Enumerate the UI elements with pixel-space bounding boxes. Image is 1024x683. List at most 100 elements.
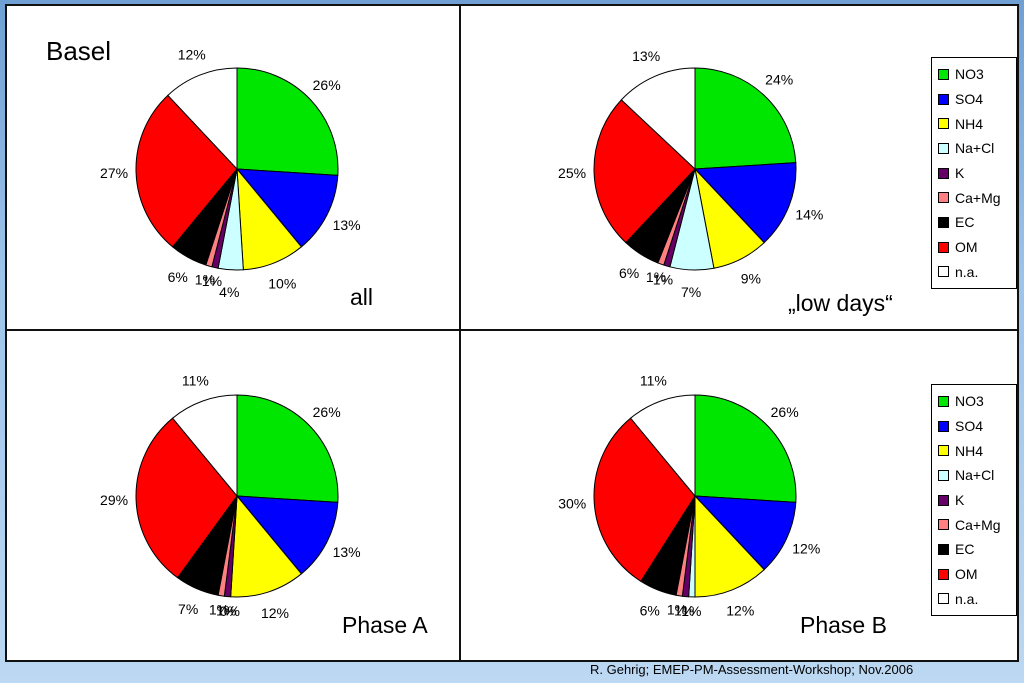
pie-label-na-cl: 4% <box>219 284 239 300</box>
legend-label: n.a. <box>955 263 979 280</box>
legend-swatch <box>938 216 949 228</box>
legend-item-so4: SO4 <box>938 414 1010 439</box>
pie-panel-all: 26% 13% 10% 4% 1% 1% 6% 27% 12% <box>0 0 512 330</box>
legend-item-n-a-: n.a. <box>938 260 1010 285</box>
pie-slice-n-a- <box>629 394 696 498</box>
legend-label: EC <box>955 214 975 231</box>
pie-slice-om <box>135 94 238 248</box>
legend-item-k: K <box>938 161 1010 186</box>
pie-slice-so4 <box>693 162 797 244</box>
pie-label-no3: 26% <box>313 404 341 420</box>
legend-item-no3: NO3 <box>938 62 1010 87</box>
pie-label-k: 1% <box>653 271 673 287</box>
legend-swatch <box>938 142 949 154</box>
pie-slice-nh4 <box>694 494 765 598</box>
pie-chart-all: 26% 13% 10% 4%1%1% 6% 27% 12% <box>100 47 361 300</box>
legend-swatch <box>938 543 949 555</box>
legend-swatch <box>938 395 949 407</box>
divider-horizontal <box>5 329 1019 331</box>
legend-label: SO4 <box>955 418 984 435</box>
pie-label-ec: 7% <box>178 601 198 617</box>
pie-label-ca-mg: 1% <box>667 602 687 618</box>
pie-panel-phase-b: 26% 12% 12% 1% 1% 1% 6% 30% 11% <box>460 330 972 660</box>
legend-label: SO4 <box>955 91 984 108</box>
pie-slice-no3 <box>236 394 339 503</box>
pie-label-na-cl: 0% <box>220 603 240 619</box>
pie-slice-so4 <box>235 495 339 575</box>
pie-slice-n-a- <box>620 67 696 171</box>
pie-label-nh4: 9% <box>741 271 761 287</box>
pie-label-ec: 6% <box>640 602 660 618</box>
legend-swatch <box>938 593 949 605</box>
pie-panel-low-days: 24% 14% 9% 7% 1% 1% 6% 25% 13% <box>460 0 972 330</box>
legend-item-ec: EC <box>938 210 1010 235</box>
pie-label-n-a-: 11% <box>182 372 209 388</box>
legend-item-k: K <box>938 488 1010 513</box>
pie-label-nh4: 12% <box>726 602 754 618</box>
pie-label-ec: 6% <box>619 265 639 281</box>
pie-label-ca-mg: 1% <box>195 271 215 287</box>
pie-label-so4: 14% <box>795 206 823 222</box>
pie-label-ca-mg: 1% <box>646 269 666 285</box>
pie-label-k: 1% <box>202 273 222 289</box>
legend-swatch <box>938 266 949 278</box>
pie-label-n-a-: 13% <box>632 48 660 64</box>
legend-label: Na+Cl <box>955 467 995 484</box>
pie-slice-om <box>135 417 238 579</box>
pie-panel-phase-a: 26% 13% 12% 0% 1% 1% 7% 29% 11% <box>0 330 512 660</box>
pie-label-so4: 12% <box>792 540 820 556</box>
pie-label-no3: 26% <box>313 77 341 93</box>
legend-label: OM <box>955 566 978 583</box>
pie-label-om: 29% <box>100 492 128 508</box>
pie-slice-so4 <box>693 495 797 571</box>
legend-label: K <box>955 492 965 509</box>
pie-slice-om <box>593 417 696 582</box>
legend-item-nh4: NH4 <box>938 438 1010 463</box>
pie-chart-low-days: 24% 14% 9% 7% 1%1% 6% 25% 13% <box>558 48 823 300</box>
pie-slice-n-a- <box>171 394 238 498</box>
legend-label: Ca+Mg <box>955 516 1001 533</box>
legend-swatch <box>938 118 949 130</box>
legend-swatch <box>938 445 949 457</box>
pie-label-na-cl: 7% <box>681 284 701 300</box>
legend-item-om: OM <box>938 235 1010 260</box>
legend-swatch <box>938 519 949 531</box>
legend-swatch <box>938 68 949 80</box>
legend-item-n-a-: n.a. <box>938 587 1010 612</box>
pie-label-na-cl: 1% <box>681 603 701 619</box>
pie-slice-om <box>593 99 696 244</box>
legend-swatch <box>938 93 949 105</box>
legend-label: NH4 <box>955 115 984 132</box>
pie-slice-no3 <box>694 67 797 170</box>
subtitle-all: all <box>350 284 374 310</box>
legend-swatch <box>938 568 949 580</box>
pie-slice-nh4 <box>230 494 303 598</box>
legend-label: Ca+Mg <box>955 189 1001 206</box>
legend-label: NO3 <box>955 393 984 410</box>
pie-label-ca-mg: 1% <box>209 602 229 618</box>
pie-label-ec: 6% <box>168 269 188 285</box>
footer-credit: R. Gehrig; EMEP-PM-Assessment-Workshop; … <box>590 662 914 677</box>
chart-title: Basel <box>46 36 112 66</box>
legend-swatch <box>938 241 949 253</box>
legend-label: NH4 <box>955 442 984 459</box>
legend-swatch <box>938 192 949 204</box>
legend-label: EC <box>955 541 975 558</box>
legend-label: Na+Cl <box>955 140 995 157</box>
pie-label-no3: 26% <box>771 404 799 420</box>
subtitle-phase-b: Phase B <box>800 612 887 638</box>
pie-label-k: 1% <box>674 602 694 618</box>
legend-label: OM <box>955 239 978 256</box>
legend-item-ca-mg: Ca+Mg <box>938 185 1010 210</box>
pie-label-so4: 13% <box>333 544 361 560</box>
legend-top: NO3 SO4 NH4 Na+Cl K Ca+Mg EC OM n.a. <box>931 57 1017 290</box>
legend-item-so4: SO4 <box>938 87 1010 112</box>
legend-swatch <box>938 494 949 506</box>
pie-label-n-a-: 11% <box>640 372 667 388</box>
pie-slice-n-a- <box>167 67 238 171</box>
legend-label: n.a. <box>955 590 979 607</box>
pie-slice-so4 <box>235 168 339 248</box>
legend-item-no3: NO3 <box>938 389 1010 414</box>
pie-label-nh4: 10% <box>268 275 296 291</box>
pie-label-n-a-: 12% <box>178 47 206 63</box>
